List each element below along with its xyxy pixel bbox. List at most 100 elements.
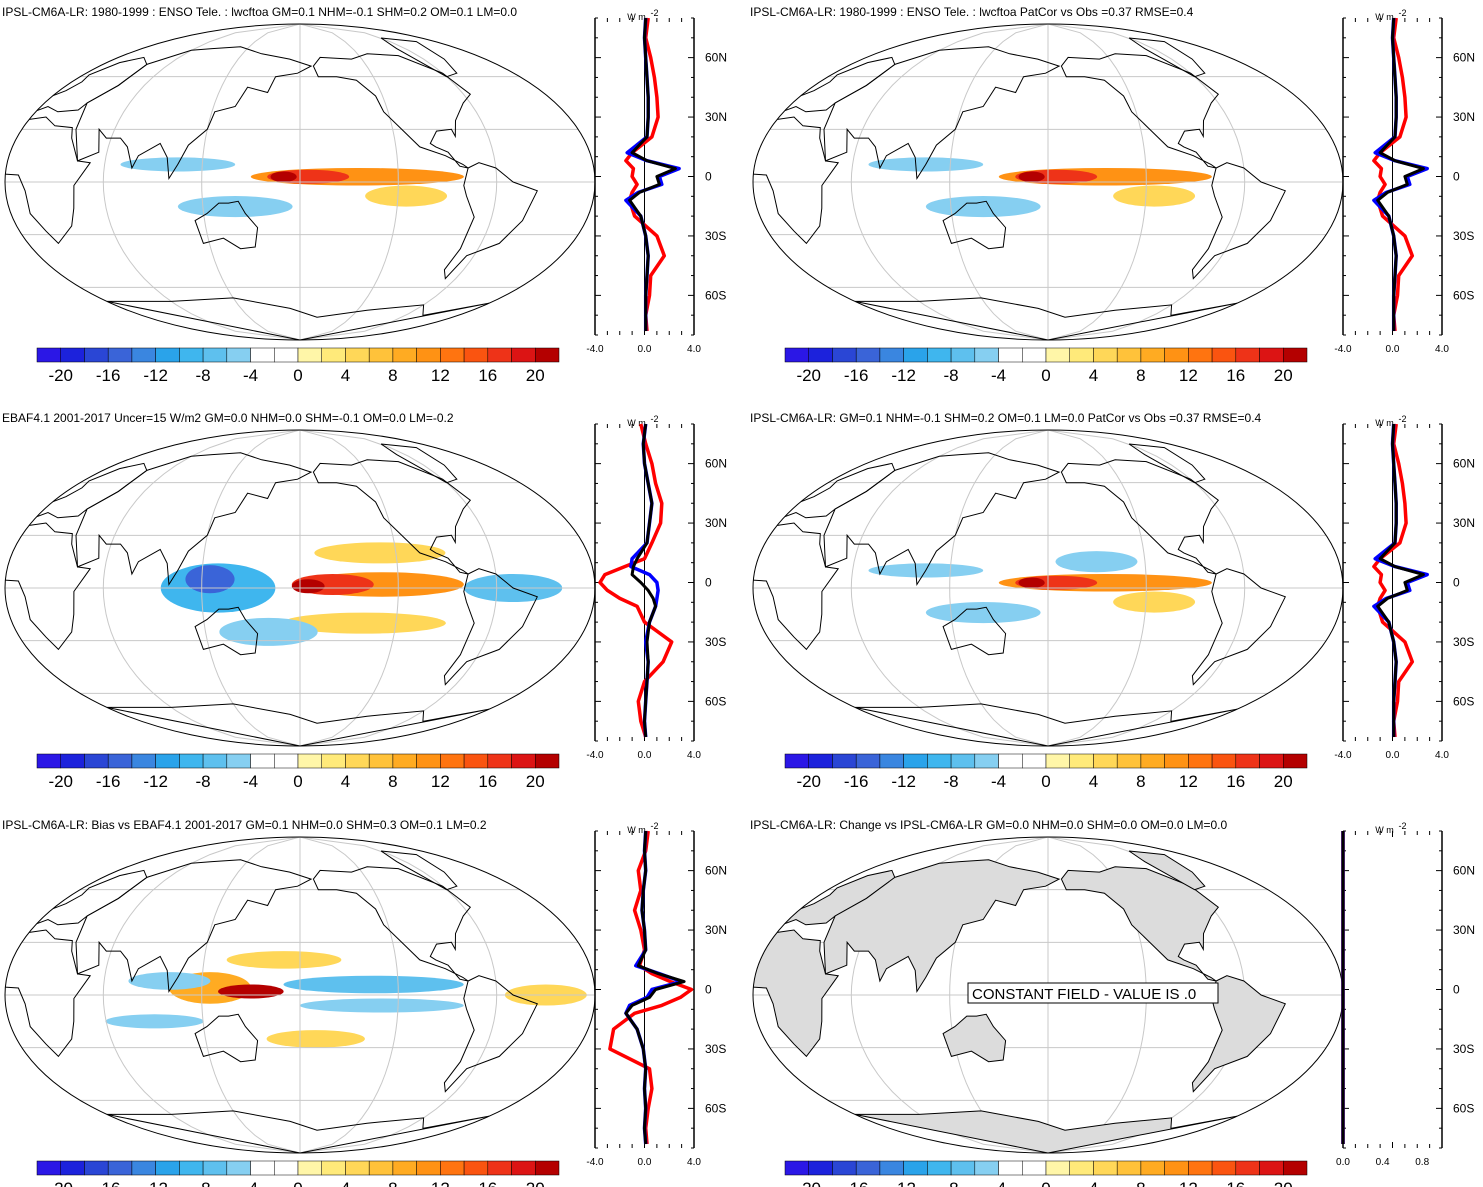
colorbar-swatch — [392, 753, 417, 769]
colorbar-swatch — [131, 347, 156, 363]
colorbar-swatch — [297, 1160, 322, 1176]
profile-lat-label: 0 — [1453, 983, 1460, 997]
profile-lat-label: 60S — [1453, 1101, 1474, 1115]
australia-outline — [194, 200, 259, 250]
africa-outline — [5, 522, 92, 651]
map-gridlines — [5, 837, 595, 1153]
colorbar-label: -20 — [796, 1179, 821, 1187]
colorbar-swatch — [155, 1160, 180, 1176]
map-coastlines — [5, 850, 538, 1153]
global-profile-line — [624, 830, 686, 1145]
colorbar-label: -4 — [991, 772, 1006, 791]
profile-lat-label: 30N — [705, 923, 727, 937]
profile-unit-label: W m — [627, 825, 646, 835]
profile-lat-label: 60S — [705, 1101, 726, 1115]
australia-outline — [942, 1013, 1007, 1063]
colorbar-swatch — [511, 347, 536, 363]
colorbar-label: -12 — [143, 366, 168, 385]
profile-x-tick-label: 0.8 — [1415, 1157, 1429, 1168]
land-profile-line — [624, 17, 667, 332]
longitude-gridline — [1047, 430, 1147, 746]
map-coastlines — [753, 850, 1286, 1153]
colorbar-label: 4 — [341, 366, 350, 385]
panel-title: IPSL-CM6A-LR: 1980-1999 : ENSO Tele. : l… — [2, 5, 517, 19]
colorbar-swatch — [107, 347, 133, 363]
profile-x-tick-label: 0.0 — [638, 344, 652, 355]
colorbar-swatch — [1283, 1160, 1308, 1176]
panel-1: IPSL-CM6A-LR: 1980-1999 : ENSO Tele. : l… — [750, 5, 1475, 385]
colorbar-swatch — [179, 753, 204, 769]
profile-x-tick-label: 4.0 — [687, 1157, 701, 1168]
anomaly-blob — [266, 1030, 365, 1048]
longitude-gridline — [102, 837, 301, 1153]
profile-x-tick-label: 4.0 — [687, 344, 701, 355]
profile-lat-label: 30S — [705, 1042, 726, 1056]
colorbar-swatch — [463, 753, 489, 769]
longitude-gridline — [949, 430, 1049, 746]
colorbar-label: -12 — [143, 1179, 168, 1187]
colorbar-swatch — [463, 1160, 489, 1176]
colorbar-swatch — [1188, 753, 1213, 769]
profile-x-tick-label: 0.0 — [1336, 1157, 1350, 1168]
greenland-outline — [380, 37, 458, 78]
colorbar-swatch — [368, 1160, 394, 1176]
south-america-outline — [1191, 568, 1286, 686]
colorbar-swatch — [511, 753, 536, 769]
colorbar-swatch — [1045, 1160, 1070, 1176]
colorbar-swatch — [155, 347, 180, 363]
land-profile-line — [1372, 17, 1415, 332]
profile-x-tick-label: 4.0 — [1435, 344, 1449, 355]
colorbar-label: 20 — [526, 772, 545, 791]
colorbar-label: -8 — [196, 1179, 211, 1187]
colorbar-swatch — [832, 753, 857, 769]
panel-title: IPSL-CM6A-LR: Bias vs EBAF4.1 2001-2017 … — [2, 818, 487, 832]
north-america-outline — [1060, 866, 1220, 982]
colorbar-label: -12 — [891, 366, 916, 385]
colorbar-swatch — [1259, 1160, 1284, 1176]
colorbar-label: -8 — [944, 772, 959, 791]
map-field — [868, 551, 1212, 624]
colorbar-swatch — [321, 347, 346, 363]
colorbar-swatch — [60, 753, 85, 769]
zonal-profile: W m -2 -4.0 0.0 4.0 60N 30N 0 30S 60S — [586, 8, 727, 355]
profile-unit-exponent: -2 — [1399, 414, 1407, 424]
colorbar: -20 -16 -12 -8 -4 0 4 8 12 16 20 — [36, 753, 560, 791]
global-profile-line — [630, 423, 658, 738]
colorbar-swatch — [1211, 753, 1237, 769]
colorbar-swatch — [1069, 347, 1094, 363]
colorbar-swatch — [950, 1160, 976, 1176]
profile-unit-label: W m — [1375, 825, 1394, 835]
colorbar-swatch — [440, 1160, 465, 1176]
colorbar-label: 0 — [293, 1179, 302, 1187]
colorbar: -20 -16 -12 -8 -4 0 4 8 12 16 20 — [784, 347, 1308, 385]
colorbar-swatch — [879, 753, 904, 769]
colorbar-swatch — [84, 753, 109, 769]
profile-lat-label: 30S — [1453, 635, 1474, 649]
anomaly-blob — [1018, 171, 1045, 182]
global-profile-line — [1376, 423, 1425, 737]
colorbar-label: 8 — [388, 366, 397, 385]
profile-unit-exponent: -2 — [1399, 821, 1407, 831]
colorbar-label: -12 — [891, 1179, 916, 1187]
anomaly-blob — [281, 612, 446, 634]
africa-outline — [753, 116, 840, 245]
colorbar-label: 20 — [526, 1179, 545, 1187]
colorbar-swatch — [974, 753, 999, 769]
colorbar-label: 8 — [1136, 1179, 1145, 1187]
colorbar-swatch — [998, 753, 1023, 769]
colorbar-swatch — [535, 347, 560, 363]
profile-lat-label: 30N — [1453, 110, 1475, 124]
profile-lat-label: 60S — [705, 694, 726, 708]
north-america-outline — [1060, 459, 1220, 575]
profile-lat-label: 0 — [1453, 576, 1460, 590]
profile-x-tick-label: 0.0 — [638, 750, 652, 761]
profile-unit-exponent: -2 — [651, 414, 659, 424]
colorbar-swatch — [131, 753, 156, 769]
colorbar-label: -4 — [243, 1179, 258, 1187]
profile-lat-label: 30N — [705, 110, 727, 124]
colorbar-label: -20 — [796, 772, 821, 791]
zonal-profile: W m -2 0.0 0.4 0.8 60N 30N 0 30S 60S — [1336, 821, 1475, 1168]
colorbar-swatch — [487, 1160, 512, 1176]
profile-lat-label: 60N — [1453, 864, 1475, 878]
panel-title: IPSL-CM6A-LR: Change vs IPSL-CM6A-LR GM=… — [750, 818, 1228, 832]
